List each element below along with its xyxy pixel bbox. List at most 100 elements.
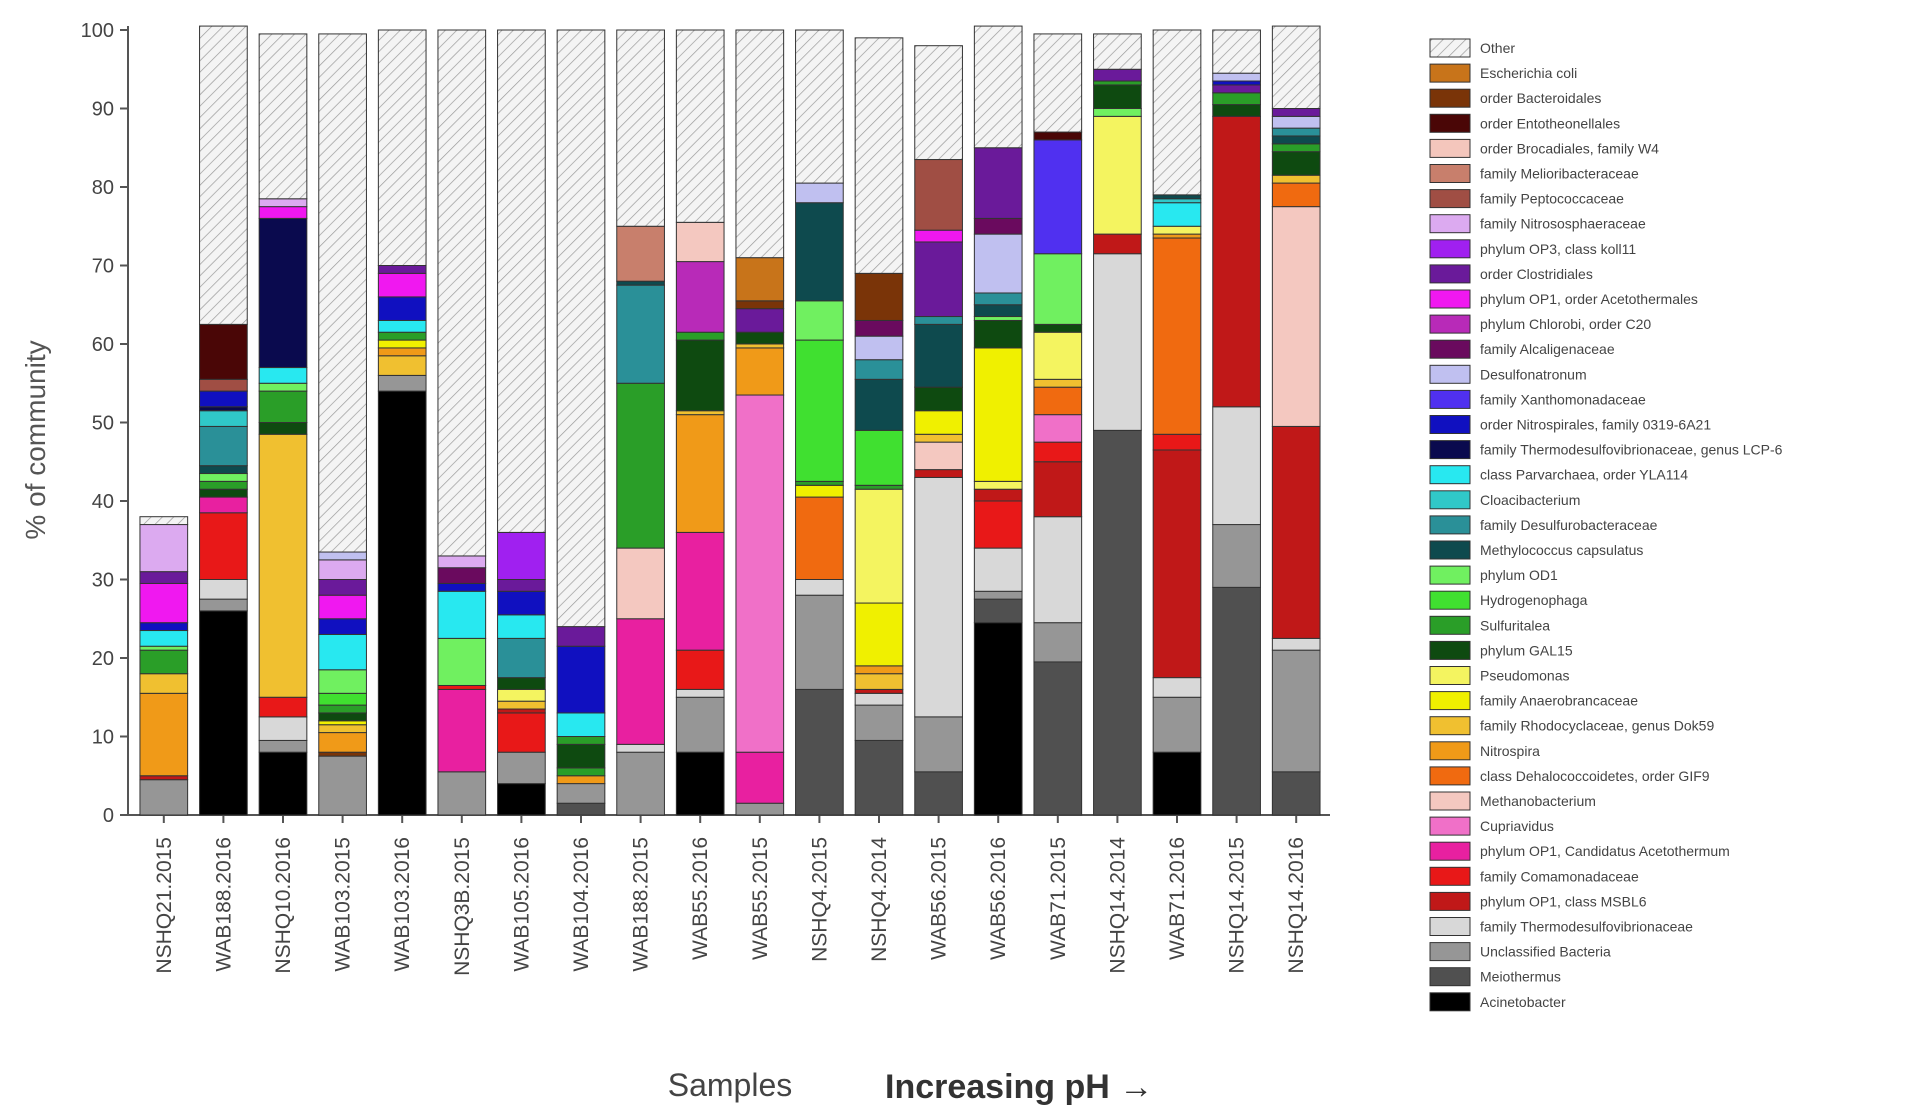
y-tick-label: 60 — [92, 334, 114, 356]
segment-meiothermus — [1093, 429, 1142, 816]
legend-swatch — [1429, 415, 1471, 434]
bar-wab188-2015 — [616, 29, 665, 816]
legend-swatch — [1429, 716, 1471, 736]
bar-wab55-2015 — [735, 29, 785, 816]
segment-phylum-op1-class-msbl6 — [1093, 233, 1142, 255]
bar-wab56-2015 — [914, 45, 963, 816]
legend-item-sulfuritalea: Sulfuritalea — [1429, 615, 1550, 635]
segment-order-clostridiales — [1271, 108, 1321, 117]
segment-acinetobacter — [675, 751, 725, 816]
legend-label: order Entotheonellales — [1480, 115, 1620, 131]
legend-item-phylum-op1-order-acetothermales: phylum OP1, order Acetothermales — [1429, 289, 1698, 309]
segment-order-clostridiales — [914, 241, 963, 318]
segment-other — [377, 29, 427, 266]
segment-methylococcus-capsulatus — [1152, 194, 1202, 200]
segment-phylum-op1-candidatus-acetothermum — [199, 496, 248, 514]
segment-sulfuritalea — [139, 649, 189, 675]
bar-wab104-2016 — [556, 29, 606, 816]
legend-swatch — [1429, 38, 1471, 58]
segment-class-parvarchaea-order-yla114 — [377, 319, 427, 333]
segment-unclassified-bacteria — [139, 779, 189, 816]
segment-unclassified-bacteria — [735, 802, 785, 816]
segment-family-desulfurobacteraceae — [616, 284, 665, 384]
segment-family-peptococcaceae — [914, 159, 963, 231]
segment-pseudomonas — [497, 688, 546, 702]
segment-meiothermus — [854, 739, 904, 816]
segment-acinetobacter — [973, 622, 1023, 816]
legend-item-class-dehalococcoidetes-order-gif9: class Dehalococcoidetes, order GIF9 — [1429, 766, 1710, 786]
segment-unclassified-bacteria — [1271, 649, 1321, 773]
legend-item-family-anaerobrancaceae: family Anaerobrancaceae — [1429, 691, 1638, 711]
legend-item-methylococcus-capsulatus: Methylococcus capsulatus — [1429, 540, 1643, 560]
segment-methanobacterium — [914, 441, 963, 471]
legend-label: phylum OP3, class koll11 — [1480, 241, 1636, 257]
segment-sulfuritalea — [795, 480, 844, 486]
segment-family-desulfurobacteraceae — [199, 425, 248, 467]
segment-family-comamonadaceae — [199, 512, 248, 581]
segment-cloacibacterium — [199, 410, 248, 427]
segment-family-xanthomonadaceae — [1033, 139, 1083, 255]
segment-meiothermus — [1033, 661, 1083, 816]
x-tick-label: WAB56.2016 — [987, 837, 1010, 960]
legend-swatch — [1429, 164, 1471, 183]
segment-phylum-op1-class-msbl6 — [973, 488, 1023, 502]
segment-family-comamonadaceae — [1152, 433, 1202, 451]
legend-item-family-thermodesulfovibrionaceae: family Thermodesulfovibrionaceae — [1429, 917, 1693, 936]
segment-family-desulfurobacteraceae — [1271, 127, 1321, 137]
legend-label: family Anaerobrancaceae — [1480, 693, 1638, 709]
segment-family-comamonadaceae — [973, 500, 1023, 549]
segment-other — [854, 37, 904, 274]
segment-family-thermodesulfovibrionaceae — [675, 688, 725, 698]
legend-swatch — [1429, 63, 1471, 83]
segment-other — [1271, 25, 1321, 110]
segment-meiothermus — [795, 688, 844, 816]
y-tick-label: 0 — [103, 805, 114, 827]
segment-family-rhodocyclaceae-genus-dok59 — [675, 410, 725, 416]
segment-methylococcus-capsulatus — [854, 378, 904, 431]
x-tick-label: WAB71.2015 — [1047, 837, 1070, 960]
segment-phylum-od1 — [258, 382, 308, 392]
segment-nitrospira — [675, 414, 725, 533]
legend-label: phylum OD1 — [1480, 567, 1558, 583]
legend-item-order-entotheonellales: order Entotheonellales — [1429, 113, 1620, 133]
legend-swatch — [1429, 640, 1471, 660]
segment-family-alcaligenaceae — [437, 567, 487, 584]
segment-acinetobacter — [377, 390, 427, 816]
segment-family-thermodesulfovibrionaceae — [1212, 406, 1261, 526]
segment-phylum-gal15 — [1271, 151, 1321, 176]
bar-wab103-2015 — [318, 33, 367, 816]
segment-order-bacteroidales — [318, 751, 367, 757]
segment-unclassified-bacteria — [318, 755, 367, 816]
legend-item-meiothermus: Meiothermus — [1429, 967, 1561, 987]
segment-nitrospira — [556, 775, 606, 785]
segment-nitrospira — [735, 347, 785, 396]
segment-phylum-chlorobi-order-c20 — [675, 261, 725, 333]
segment-family-thermodesulfovibrionaceae — [854, 692, 904, 706]
legend-item-family-alcaligenaceae: family Alcaligenaceae — [1429, 339, 1615, 359]
legend-swatch — [1429, 239, 1471, 259]
legend-label: phylum GAL15 — [1480, 642, 1573, 658]
x-axis-title: Samples — [668, 1067, 793, 1103]
legend-item-family-rhodocyclaceae-genus-dok59: family Rhodocyclaceae, genus Dok59 — [1429, 716, 1714, 736]
legend-swatch — [1429, 615, 1471, 635]
y-tick-label: 70 — [92, 256, 114, 278]
legend: Other Escherichia coli order Bacteroidales… — [1429, 38, 1783, 1012]
x-tick-label: WAB56.2015 — [928, 837, 951, 960]
segment-family-thermodesulfovibrionaceae — [258, 716, 308, 741]
segment-other — [497, 29, 546, 533]
segment-pseudomonas — [1033, 331, 1083, 380]
segment-order-clostridiales — [735, 308, 785, 333]
segment-order-nitrospirales-family-0319-6a21 — [318, 618, 367, 635]
legend-item-pseudomonas: Pseudomonas — [1429, 666, 1570, 685]
legend-item-nitrospira: Nitrospira — [1429, 741, 1540, 761]
segment-order-nitrospirales-family-0319-6a21 — [377, 296, 427, 321]
segment-unclassified-bacteria — [616, 751, 665, 816]
segment-phylum-gal15 — [1212, 104, 1261, 117]
segment-methylococcus-capsulatus — [199, 465, 248, 475]
legend-label: phylum OP1, Candidatus Acetothermum — [1480, 843, 1730, 859]
legend-label: family Peptococcaceae — [1480, 191, 1624, 207]
segment-cupriavidus — [1033, 414, 1083, 443]
legend-label: order Bacteroidales — [1480, 90, 1601, 106]
legend-item-cupriavidus: Cupriavidus — [1429, 816, 1554, 836]
x-tick-label: WAB188.2015 — [630, 837, 653, 972]
